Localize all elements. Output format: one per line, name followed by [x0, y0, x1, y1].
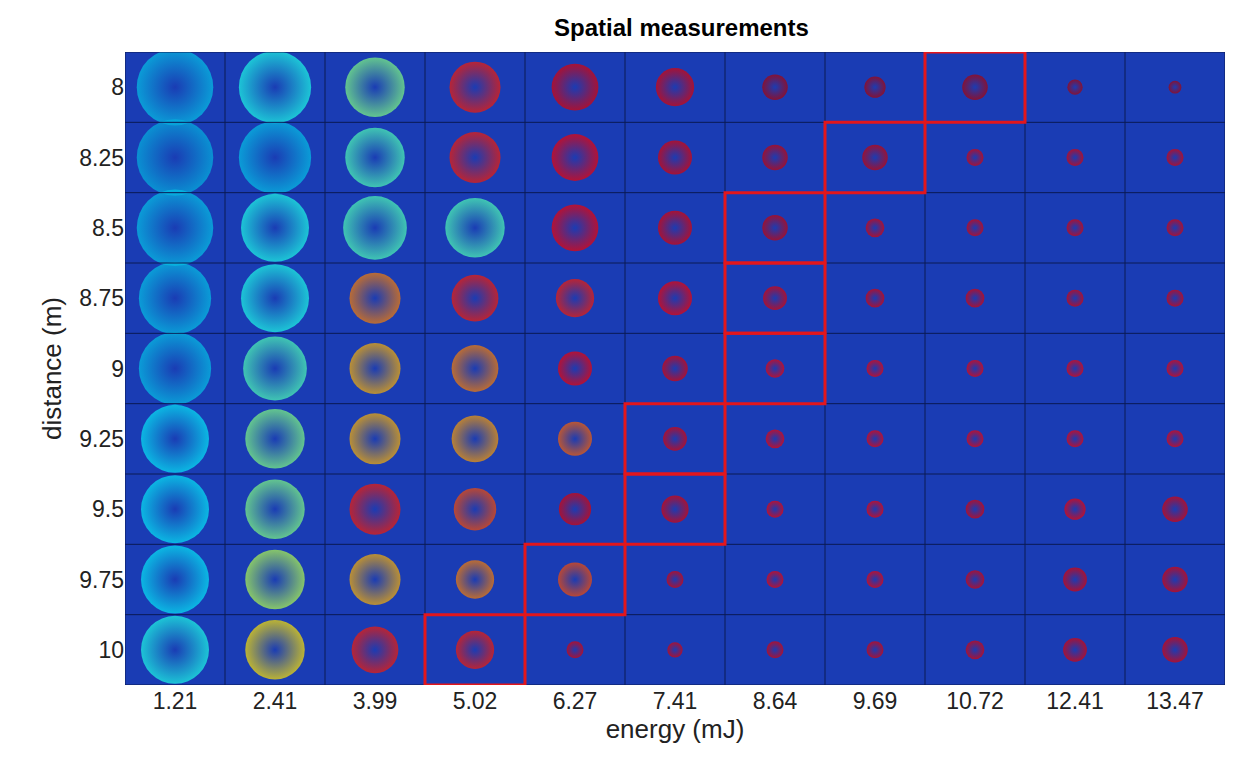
svg-text:8.25: 8.25 — [79, 145, 124, 171]
svg-text:9.69: 9.69 — [853, 688, 898, 714]
svg-text:8.75: 8.75 — [79, 285, 124, 311]
svg-text:Spatial measurements: Spatial measurements — [554, 14, 809, 41]
svg-text:10: 10 — [98, 637, 124, 663]
svg-text:distance (m): distance (m) — [37, 297, 67, 440]
svg-text:energy (mJ): energy (mJ) — [606, 714, 745, 744]
svg-text:8.5: 8.5 — [92, 215, 124, 241]
svg-text:8: 8 — [111, 74, 124, 100]
svg-text:9.25: 9.25 — [79, 426, 124, 452]
svg-text:9.5: 9.5 — [92, 496, 124, 522]
svg-text:1.21: 1.21 — [153, 688, 198, 714]
svg-text:7.41: 7.41 — [653, 688, 698, 714]
svg-text:12.41: 12.41 — [1046, 688, 1104, 714]
svg-text:13.47: 13.47 — [1146, 688, 1204, 714]
svg-text:2.41: 2.41 — [253, 688, 298, 714]
svg-text:6.27: 6.27 — [553, 688, 598, 714]
svg-text:10.72: 10.72 — [946, 688, 1004, 714]
svg-text:9.75: 9.75 — [79, 567, 124, 593]
svg-text:8.64: 8.64 — [753, 688, 798, 714]
svg-text:3.99: 3.99 — [353, 688, 398, 714]
svg-text:9: 9 — [111, 356, 124, 382]
svg-text:5.02: 5.02 — [453, 688, 498, 714]
